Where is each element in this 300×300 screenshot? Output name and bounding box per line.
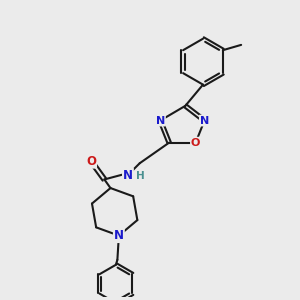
Text: N: N	[114, 229, 124, 242]
Text: N: N	[200, 116, 209, 126]
Text: O: O	[191, 138, 200, 148]
Text: N: N	[123, 169, 133, 182]
Text: O: O	[86, 155, 96, 168]
Text: H: H	[136, 172, 145, 182]
Text: N: N	[156, 116, 165, 126]
